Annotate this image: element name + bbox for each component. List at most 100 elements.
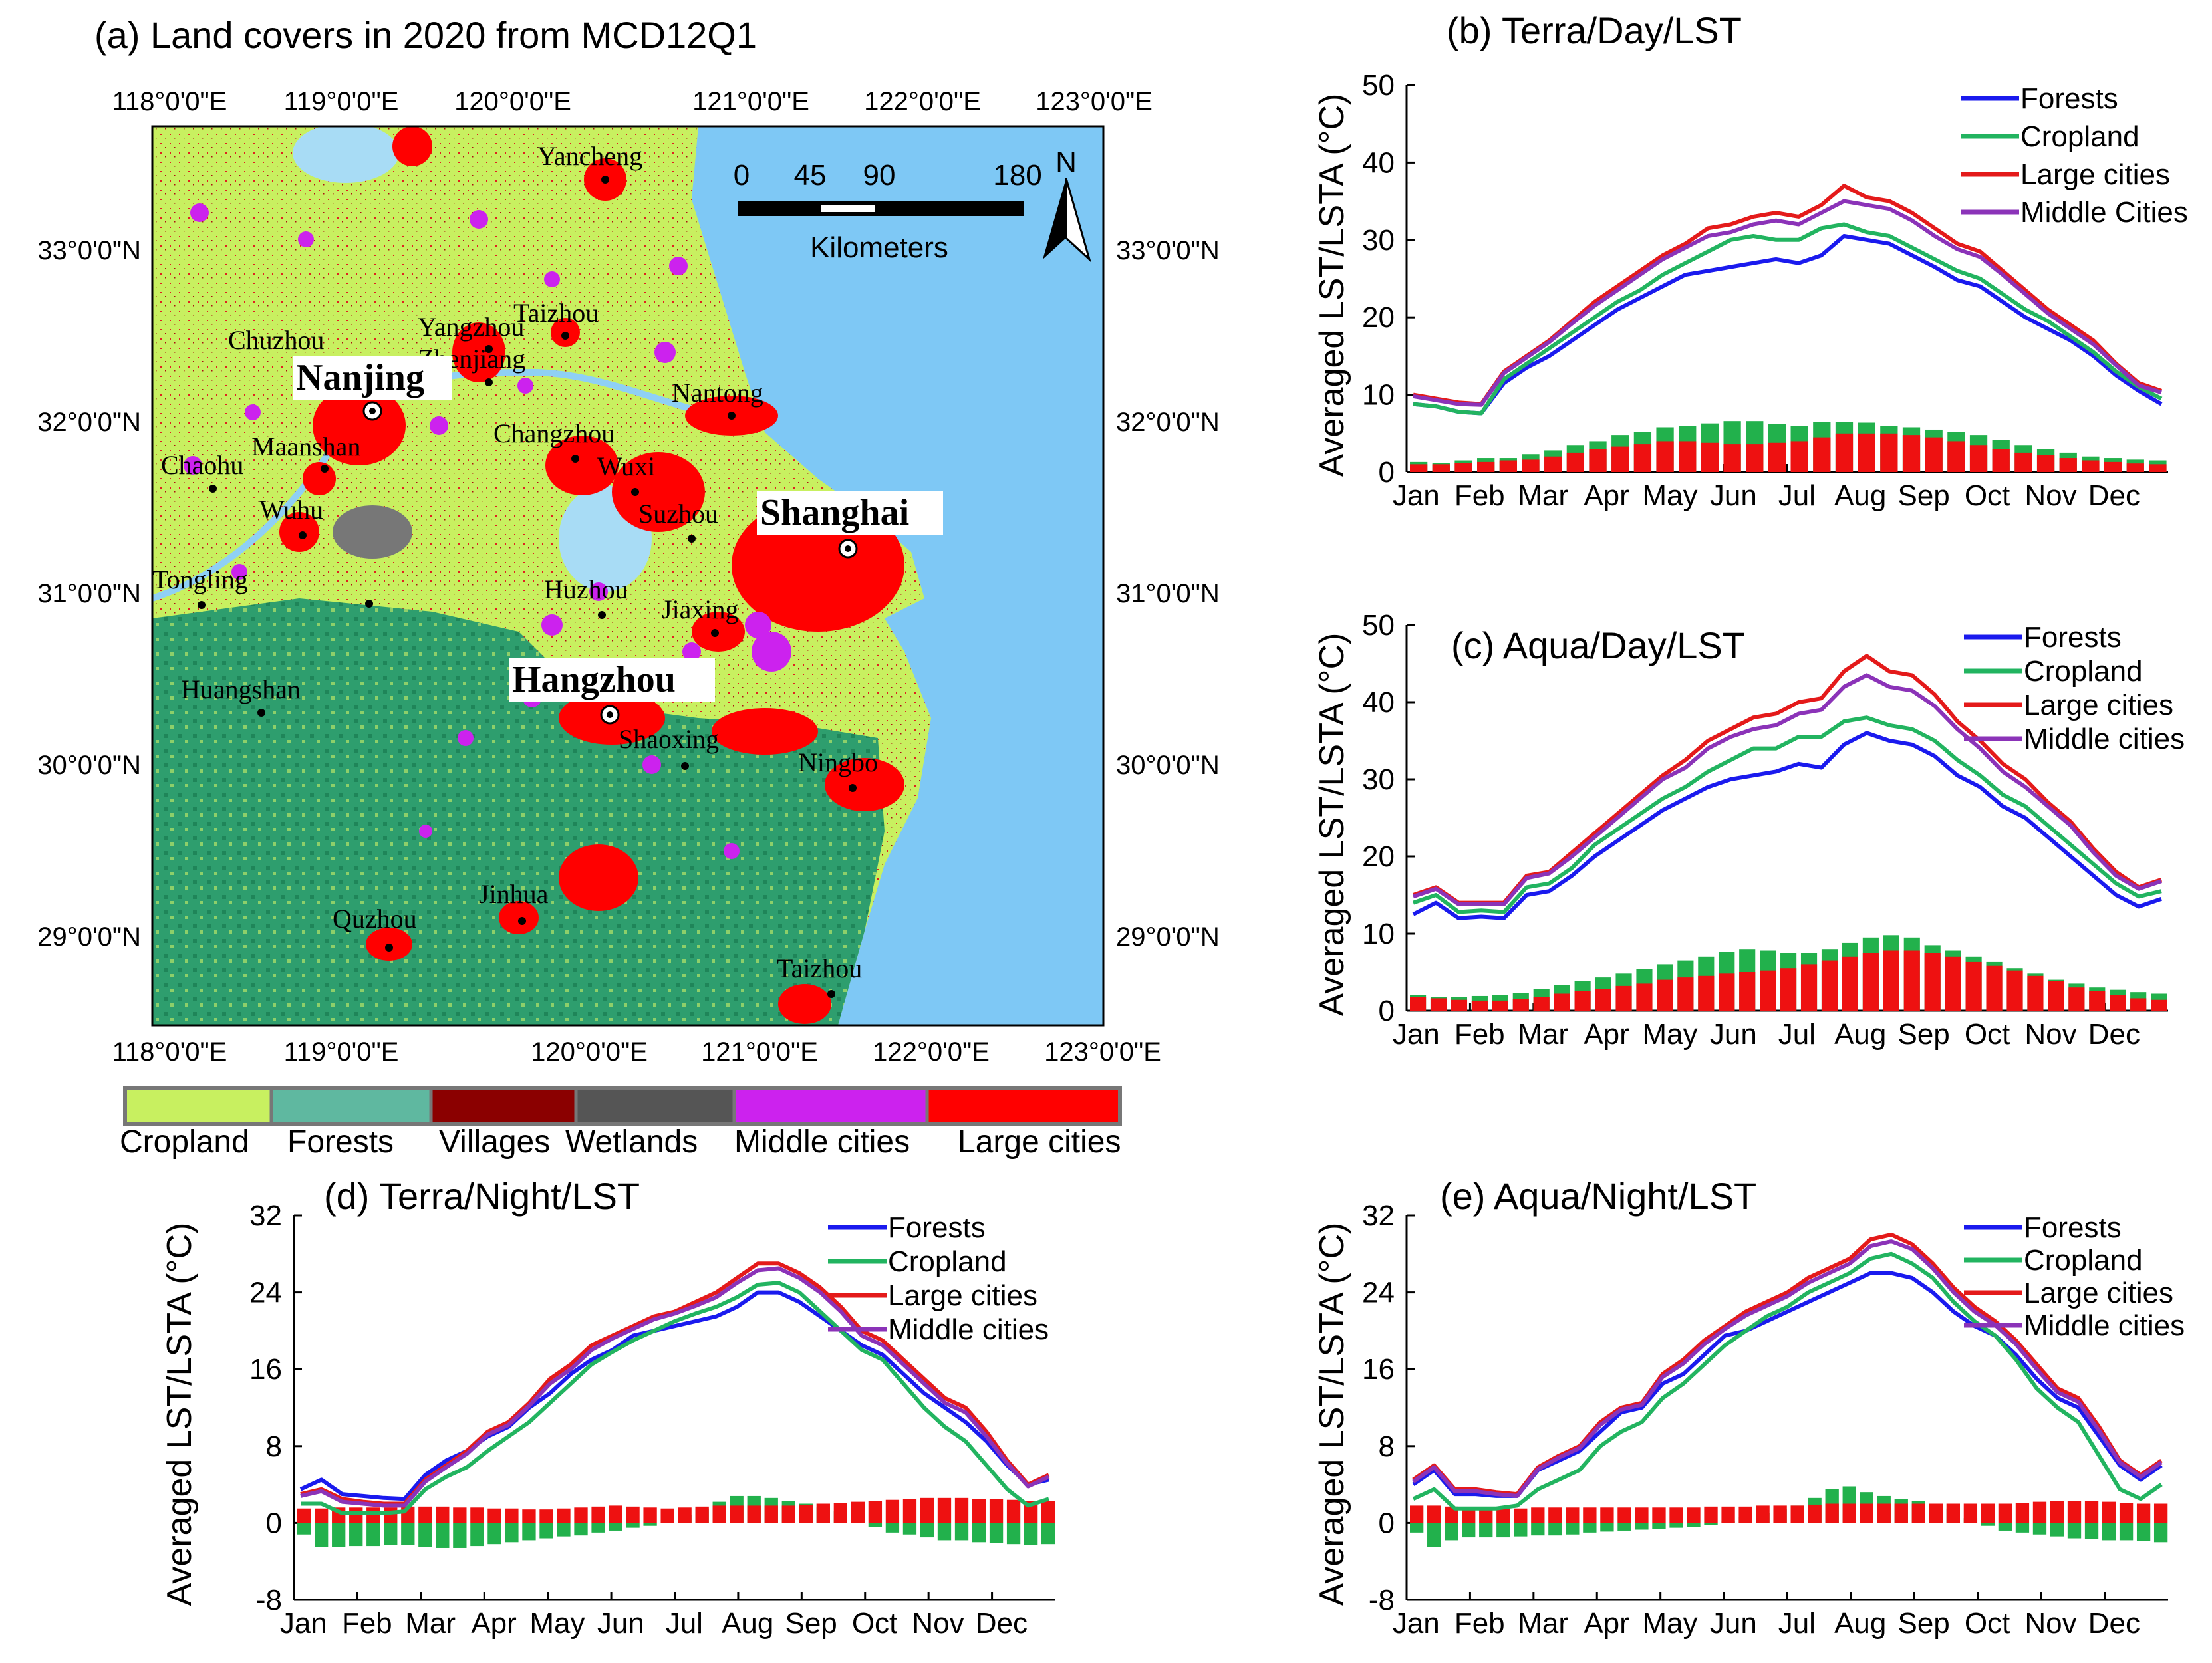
bar-cropland (885, 1523, 900, 1533)
x-tick-label: May (1642, 479, 1697, 512)
legend-swatch-large-cities (927, 1090, 1118, 1122)
scale-unit: Kilometers (810, 231, 948, 264)
bar-large-cities (1006, 1499, 1021, 1523)
map-frame (151, 125, 1105, 1027)
bar-large-cities (1041, 1501, 1055, 1523)
x-tick-label: Apr (1584, 1607, 1629, 1640)
bar-cropland (436, 1523, 450, 1548)
bar-large-cities (1800, 964, 1818, 1011)
bar-large-cities (1615, 985, 1632, 1011)
x-tick-label: Feb (1454, 479, 1505, 512)
bar-large-cities (2050, 1501, 2064, 1523)
chart-title: (d) Terra/Night/LST (324, 1175, 640, 1217)
y-axis-label: Averaged LST/LSTA (°C) (160, 1223, 199, 1606)
bar-cropland (937, 1523, 952, 1541)
legend-label-wetlands: Wetlands (565, 1124, 698, 1160)
x-tick-label: Jun (597, 1607, 644, 1640)
bar-large-cities (1924, 953, 1941, 1011)
x-tick-label: Dec (2088, 1607, 2140, 1640)
bar-large-cities (1462, 1507, 1476, 1523)
bar-large-cities (1617, 1507, 1631, 1523)
x-tick-label: Feb (1454, 1018, 1505, 1051)
x-tick-label: Oct (1965, 1018, 2010, 1051)
x-tick-label: Mar (1518, 1607, 1568, 1640)
chart-aqua-day: (c) Aqua/Day/LST Averaged LST/LSTA (°C) 0 1… (1313, 609, 2185, 1051)
lon-label: 119°0'0"E (284, 87, 399, 116)
bar-large-cities (1965, 961, 1982, 1011)
city-label: Yancheng (537, 141, 642, 171)
bar-large-cities (557, 1508, 571, 1523)
scale-number: 90 (863, 159, 896, 192)
bar-large-cities (2036, 455, 2055, 472)
bar-large-cities (1432, 464, 1450, 472)
bar-cropland (868, 1523, 883, 1527)
bar-large-cities (954, 1497, 969, 1523)
bar-large-cities (1746, 444, 1764, 472)
lon-label: 123°0'0"E (1036, 87, 1153, 116)
legend-label: Cropland (2020, 120, 2140, 153)
lat-label: 31°0'0"N (1116, 579, 1220, 608)
y-tick-label: 10 (1362, 918, 1395, 950)
series-line-middle-cities (1413, 199, 2162, 407)
legend-label: Large cities (888, 1279, 1037, 1312)
bar-large-cities (2126, 463, 2144, 472)
legend-label: Large cities (2020, 158, 2170, 191)
x-tick-label: Jul (666, 1607, 703, 1640)
x-tick-label: May (1642, 1018, 1697, 1051)
bar-large-cities (1533, 997, 1550, 1011)
x-tick-label: Jul (1778, 1607, 1816, 1640)
north-arrow-icon: N (1043, 146, 1091, 263)
legend-swatch-wetlands (576, 1090, 734, 1122)
bar-cropland (2102, 1523, 2116, 1541)
legend-label-cropland: Cropland (120, 1124, 249, 1160)
bar-large-cities (1566, 1507, 1580, 1523)
bar-large-cities (453, 1507, 467, 1523)
bar-cropland (401, 1523, 415, 1545)
bar-large-cities (1566, 452, 1585, 472)
bar-large-cities (2006, 970, 2023, 1011)
bar-large-cities (626, 1506, 640, 1523)
big-city-label: Nanjing (296, 357, 424, 398)
bar-large-cities (2059, 458, 2077, 472)
x-tick-label: Jul (1778, 479, 1816, 512)
series-line-forests (1412, 731, 2162, 920)
bar-large-cities (1583, 1507, 1597, 1523)
series-line-cropland (301, 1281, 1049, 1515)
city-label: Tongling (152, 565, 248, 594)
x-tick-label: Jan (1393, 479, 1440, 512)
city-label: Quzhou (333, 904, 417, 934)
bar-large-cities (1589, 449, 1607, 472)
bar-large-cities (1611, 446, 1629, 472)
bar-cropland (470, 1523, 484, 1547)
bar-cropland (1998, 1523, 2012, 1531)
bar-large-cities (1858, 433, 1875, 472)
map-wetland (333, 505, 412, 559)
bar-large-cities (1946, 1503, 1961, 1523)
bar-cropland (487, 1523, 501, 1545)
bar-large-cities (2014, 452, 2032, 472)
bar-large-cities (1531, 1507, 1545, 1523)
bar-large-cities (678, 1507, 692, 1523)
series-line-cropland (1413, 222, 2163, 416)
bar-cropland (1427, 1523, 1441, 1547)
x-tick-label: Mar (1518, 1018, 1568, 1051)
bar-cropland (505, 1523, 519, 1543)
legend-label: Cropland (2024, 1244, 2143, 1277)
y-tick-label: 10 (1362, 379, 1395, 412)
bar-cropland (557, 1523, 571, 1537)
bar-large-cities (384, 1507, 398, 1523)
city-label: Chaohu (161, 450, 243, 480)
y-tick-label: 16 (249, 1353, 282, 1386)
bar-large-cities (1790, 1505, 1804, 1523)
bar-cropland (1635, 1523, 1649, 1530)
bar-large-cities (2102, 1501, 2116, 1523)
city-label: Jinhua (479, 879, 549, 909)
series-line-forests (299, 1290, 1049, 1501)
lon-label: 121°0'0"E (701, 1037, 818, 1067)
city-label: Wuxi (597, 451, 655, 481)
bar-cropland (1496, 1523, 1510, 1538)
scale-number: 0 (734, 159, 750, 192)
bar-large-cities (1842, 956, 1859, 1011)
scale-number: 45 (794, 159, 827, 192)
y-tick-label: 20 (1362, 840, 1395, 873)
